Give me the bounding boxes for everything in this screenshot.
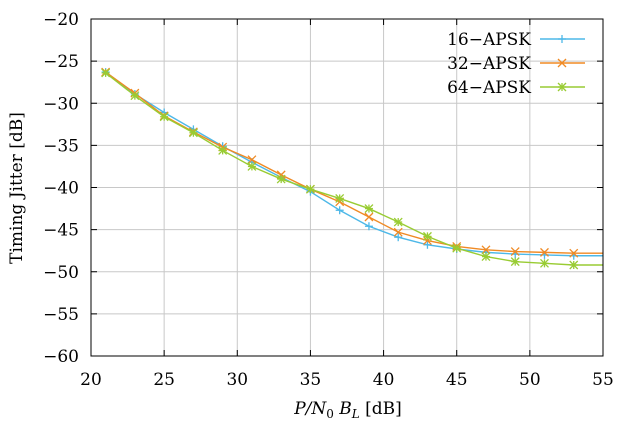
x-tick-label: 25	[153, 370, 175, 390]
legend-marker	[558, 35, 566, 43]
legend-label: 64−APSK	[447, 78, 531, 98]
series-3-point	[101, 68, 111, 78]
y-tick-label: −55	[43, 305, 79, 325]
series-2-line	[105, 71, 603, 254]
legend-item: 16−APSK	[447, 30, 585, 50]
series-3-point	[276, 174, 286, 184]
y-tick-label: −40	[43, 179, 79, 199]
series-3-point	[569, 260, 579, 270]
series-3-point	[452, 243, 462, 253]
y-tick-label: −35	[43, 136, 79, 156]
series-2-point	[540, 247, 549, 257]
x-tick-label: 50	[519, 370, 541, 390]
x-tick-label: 55	[592, 370, 614, 390]
series-3-line	[105, 72, 603, 266]
x-tick-label: 20	[80, 370, 102, 390]
x-tick-label: 40	[373, 370, 395, 390]
y-tick-label: −25	[43, 52, 79, 72]
legend-marker	[557, 58, 567, 68]
legend-label: 32−APSK	[447, 54, 531, 74]
series-3-point	[130, 91, 140, 101]
series-3-point	[540, 258, 549, 268]
x-axis-title-p: P/N	[293, 399, 327, 419]
series-2-point	[247, 155, 257, 165]
series-3-point	[393, 217, 403, 227]
series-3-point	[481, 252, 491, 262]
series-3-point	[510, 257, 520, 267]
series-1-point	[423, 240, 432, 249]
series-2-point	[364, 212, 374, 222]
series-2-point	[569, 248, 579, 258]
y-tick-label: −20	[43, 10, 79, 30]
x-axis-title-unit: [dB]	[365, 399, 402, 419]
y-tick-label: −60	[43, 347, 79, 367]
y-tick-label: −50	[43, 263, 79, 283]
x-axis-title-b: B	[338, 399, 352, 419]
series-3-point	[305, 184, 315, 194]
series-3-point	[247, 161, 257, 171]
tick-labels: 20 25 30 35 40 45 50 55 −20 −25 −30 −35 −40 −45 −50 −55…	[43, 10, 614, 390]
y-tick-label: −45	[43, 221, 79, 241]
legend-label: 16−APSK	[447, 30, 531, 50]
legend: 16−APSK 32−APSK 64−APSK	[447, 30, 585, 98]
y-tick-label: −30	[43, 94, 79, 114]
series-1-point	[364, 222, 373, 231]
series-2-point	[481, 245, 491, 255]
x-tick-label: 30	[226, 370, 248, 390]
plot-frame	[90, 18, 604, 357]
series-2-point	[510, 247, 520, 256]
series-1-point	[335, 206, 344, 215]
series-1-point	[394, 233, 403, 242]
x-axis-title-subL: L	[351, 407, 360, 421]
series-3-point	[218, 145, 228, 155]
series-3-point	[422, 231, 432, 241]
series-3-point	[364, 204, 374, 214]
series-3-point	[159, 112, 169, 122]
legend-item: 32−APSK	[447, 54, 585, 74]
series-3-point	[335, 193, 345, 203]
x-tick-label: 45	[446, 370, 468, 390]
grid-lines	[91, 19, 603, 356]
x-axis-title-sub0: 0	[326, 407, 334, 421]
legend-marker	[557, 82, 567, 92]
x-axis-title: P/N0 BL [dB]	[293, 399, 402, 421]
series-1-line	[105, 71, 603, 257]
y-axis-title: Timing Jitter [dB]	[7, 112, 27, 264]
legend-item: 64−APSK	[447, 78, 585, 98]
series-3-point	[188, 128, 198, 138]
x-tick-label: 35	[300, 370, 322, 390]
series-layer	[101, 67, 603, 270]
series-2-point	[393, 227, 403, 237]
series-3	[101, 68, 603, 270]
